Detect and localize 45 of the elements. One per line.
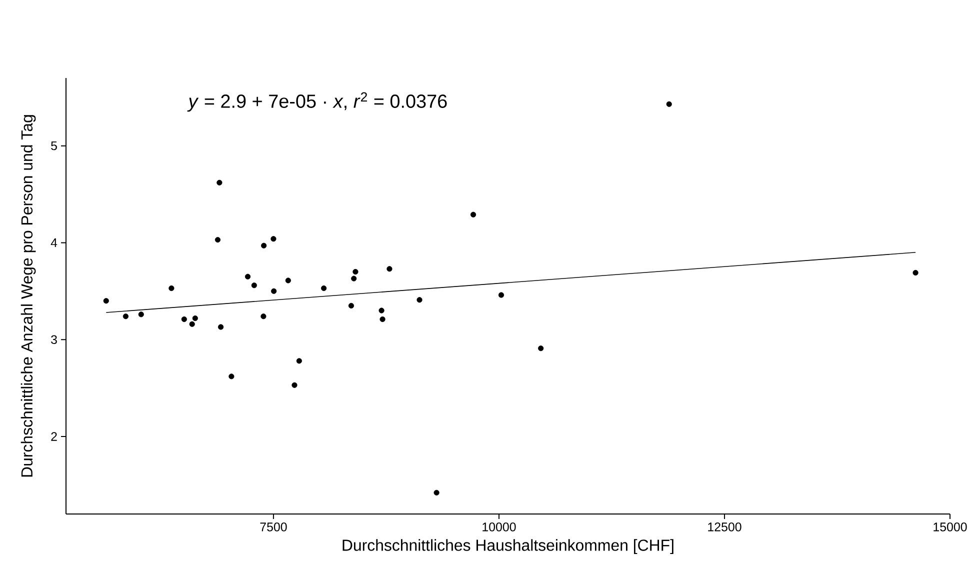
point [260, 314, 266, 320]
point [216, 180, 222, 186]
point [292, 382, 298, 388]
point [214, 237, 221, 243]
x-tick-label: 10000 [482, 522, 516, 532]
point [181, 316, 187, 322]
point [416, 297, 422, 303]
point [380, 316, 386, 322]
point [386, 266, 392, 272]
point [218, 324, 224, 330]
point [912, 270, 918, 276]
x-tick-label: 12500 [708, 522, 742, 532]
point [378, 308, 384, 314]
x-axis-title: Durchschnittliches Haushaltseinkommen [CHF] [342, 539, 674, 554]
point [192, 315, 198, 322]
y-tick-label: 4 [50, 238, 58, 247]
point [321, 285, 327, 292]
point [352, 268, 358, 275]
point [351, 276, 357, 282]
point [251, 282, 257, 288]
point [228, 374, 234, 380]
y-axis-title: Durchschnittliche Anzahl Wege pro Person und Tag [20, 115, 36, 477]
point [138, 312, 144, 318]
point [666, 101, 672, 107]
point [261, 242, 267, 248]
point [271, 288, 277, 294]
point [189, 321, 195, 327]
point [122, 314, 129, 320]
x-tick-label: 7500 [260, 522, 287, 532]
point [103, 298, 109, 304]
point [470, 212, 476, 218]
annotation: y = 2.9 + 7e-05 · x, r$^{2}$ = 0.0376 [187, 92, 447, 112]
point [538, 346, 544, 352]
y-tick-label: 5 [51, 141, 57, 150]
point [285, 278, 291, 284]
point [244, 274, 251, 280]
point [348, 302, 354, 308]
point [296, 358, 302, 364]
point [434, 490, 440, 496]
point [168, 285, 174, 292]
point [498, 292, 504, 298]
y-tick-label: 2 [51, 432, 57, 441]
x-tick-label: 15000 [934, 522, 967, 532]
point [270, 236, 276, 242]
y-tick-label: 3 [51, 335, 57, 344]
